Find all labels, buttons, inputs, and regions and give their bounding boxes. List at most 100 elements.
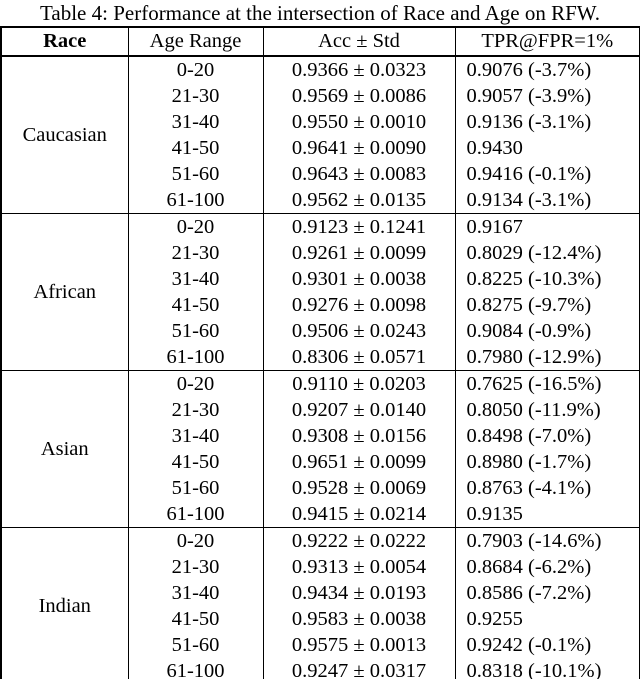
race-label-african: African (1, 213, 128, 371)
table-row: Asian 0-20 0.9110 ± 0.0203 0.7625 (-16.5… (1, 370, 640, 528)
age-range-cell: 61-100 (127, 501, 263, 528)
acc-std-cell: 0.9261 ± 0.0099 (262, 240, 455, 266)
acc-std-cell: 0.9641 ± 0.0090 (262, 135, 455, 161)
table-row: 31-40 0.9301 ± 0.0038 0.8225 (-10.3%) (1, 266, 640, 292)
tpr-fpr-cell: 0.9255 (454, 606, 640, 632)
tpr-fpr-cell: 0.8586 (-7.2%) (454, 580, 640, 606)
acc-std-cell: 0.9308 ± 0.0156 (262, 423, 455, 449)
tpr-fpr-cell: 0.9135 (454, 501, 640, 528)
acc-std-cell: 0.9301 ± 0.0038 (262, 266, 455, 292)
age-range-cell: 61-100 (127, 658, 263, 679)
age-range-cell: 31-40 (127, 266, 263, 292)
table-row: 61-100 0.9247 ± 0.0317 0.8318 (-10.1%) (1, 658, 640, 679)
age-range-cell: 21-30 (127, 554, 263, 580)
age-range-cell: 0-20 (127, 213, 263, 240)
acc-std-cell: 0.9207 ± 0.0140 (262, 397, 455, 423)
table-row: 51-60 0.9506 ± 0.0243 0.9084 (-0.9%) (1, 318, 640, 344)
age-range-cell: 21-30 (127, 240, 263, 266)
tpr-fpr-cell: 0.9076 (-3.7%) (454, 55, 640, 83)
col-header-acc-std: Acc ± Std (262, 27, 455, 57)
acc-std-cell: 0.9506 ± 0.0243 (262, 318, 455, 344)
race-label-caucasian: Caucasian (1, 55, 128, 214)
acc-std-cell: 0.9651 ± 0.0099 (262, 449, 455, 475)
acc-std-cell: 0.9110 ± 0.0203 (262, 370, 455, 397)
tpr-fpr-cell: 0.8050 (-11.9%) (454, 397, 640, 423)
tpr-fpr-cell: 0.9242 (-0.1%) (454, 632, 640, 658)
table-row: 41-50 0.9276 ± 0.0098 0.8275 (-9.7%) (1, 292, 640, 318)
col-header-race: Race (1, 27, 128, 57)
table-row: 21-30 0.9207 ± 0.0140 0.8050 (-11.9%) (1, 397, 640, 423)
tpr-fpr-cell: 0.8763 (-4.1%) (454, 475, 640, 501)
age-range-cell: 21-30 (127, 397, 263, 423)
acc-std-cell: 0.9575 ± 0.0013 (262, 632, 455, 658)
col-header-age-range: Age Range (127, 27, 263, 57)
table-row: 51-60 0.9528 ± 0.0069 0.8763 (-4.1%) (1, 475, 640, 501)
age-range-cell: 51-60 (127, 161, 263, 187)
tpr-fpr-cell: 0.9416 (-0.1%) (454, 161, 640, 187)
acc-std-cell: 0.8306 ± 0.0571 (262, 344, 455, 371)
tpr-fpr-cell: 0.8275 (-9.7%) (454, 292, 640, 318)
tpr-fpr-cell: 0.9057 (-3.9%) (454, 83, 640, 109)
table-row: 21-30 0.9569 ± 0.0086 0.9057 (-3.9%) (1, 83, 640, 109)
table-row: 31-40 0.9434 ± 0.0193 0.8586 (-7.2%) (1, 580, 640, 606)
tpr-fpr-cell: 0.7903 (-14.6%) (454, 527, 640, 554)
acc-std-cell: 0.9123 ± 0.1241 (262, 213, 455, 240)
table-row: 21-30 0.9261 ± 0.0099 0.8029 (-12.4%) (1, 240, 640, 266)
tpr-fpr-cell: 0.9430 (454, 135, 640, 161)
age-range-cell: 0-20 (127, 370, 263, 397)
table-row: 41-50 0.9583 ± 0.0038 0.9255 (1, 606, 640, 632)
age-range-cell: 51-60 (127, 318, 263, 344)
acc-std-cell: 0.9569 ± 0.0086 (262, 83, 455, 109)
table-row: Indian 0-20 0.9222 ± 0.0222 0.7903 (-14.… (1, 527, 640, 679)
table-row: 61-100 0.9562 ± 0.0135 0.9134 (-3.1%) (1, 187, 640, 214)
race-label-asian: Asian (1, 370, 128, 528)
age-range-cell: 41-50 (127, 135, 263, 161)
acc-std-cell: 0.9276 ± 0.0098 (262, 292, 455, 318)
age-range-cell: 41-50 (127, 606, 263, 632)
tpr-fpr-cell: 0.8684 (-6.2%) (454, 554, 640, 580)
tpr-fpr-cell: 0.8029 (-12.4%) (454, 240, 640, 266)
table-caption: Table 4: Performance at the intersection… (40, 1, 600, 25)
age-range-cell: 61-100 (127, 344, 263, 371)
acc-std-cell: 0.9583 ± 0.0038 (262, 606, 455, 632)
age-range-cell: 0-20 (127, 55, 263, 83)
col-header-tpr-fpr: TPR@FPR=1% (454, 27, 640, 57)
table-row: 21-30 0.9313 ± 0.0054 0.8684 (-6.2%) (1, 554, 640, 580)
header-row: Race Age Range Acc ± Std TPR@FPR=1% (1, 27, 640, 57)
table-row: 41-50 0.9651 ± 0.0099 0.8980 (-1.7%) (1, 449, 640, 475)
table-row: 51-60 0.9643 ± 0.0083 0.9416 (-0.1%) (1, 161, 640, 187)
results-table: Race Age Range Acc ± Std TPR@FPR=1% Cauc… (0, 26, 640, 679)
tpr-fpr-cell: 0.9136 (-3.1%) (454, 109, 640, 135)
tpr-fpr-cell: 0.8225 (-10.3%) (454, 266, 640, 292)
acc-std-cell: 0.9366 ± 0.0323 (262, 55, 455, 83)
tpr-fpr-cell: 0.9084 (-0.9%) (454, 318, 640, 344)
table-row: 31-40 0.9308 ± 0.0156 0.8498 (-7.0%) (1, 423, 640, 449)
age-range-cell: 31-40 (127, 109, 263, 135)
acc-std-cell: 0.9528 ± 0.0069 (262, 475, 455, 501)
age-range-cell: 41-50 (127, 292, 263, 318)
acc-std-cell: 0.9434 ± 0.0193 (262, 580, 455, 606)
age-range-cell: 51-60 (127, 632, 263, 658)
race-label-indian: Indian (1, 527, 128, 679)
tpr-fpr-cell: 0.9167 (454, 213, 640, 240)
age-range-cell: 31-40 (127, 580, 263, 606)
table-row: 61-100 0.9415 ± 0.0214 0.9135 (1, 501, 640, 528)
acc-std-cell: 0.9562 ± 0.0135 (262, 187, 455, 214)
acc-std-cell: 0.9415 ± 0.0214 (262, 501, 455, 528)
acc-std-cell: 0.9222 ± 0.0222 (262, 527, 455, 554)
acc-std-cell: 0.9550 ± 0.0010 (262, 109, 455, 135)
tpr-fpr-cell: 0.8498 (-7.0%) (454, 423, 640, 449)
age-range-cell: 0-20 (127, 527, 263, 554)
table-row: 41-50 0.9641 ± 0.0090 0.9430 (1, 135, 640, 161)
tpr-fpr-cell: 0.7980 (-12.9%) (454, 344, 640, 371)
table-row: Caucasian 0-20 0.9366 ± 0.0323 0.9076 (-… (1, 55, 640, 214)
acc-std-cell: 0.9313 ± 0.0054 (262, 554, 455, 580)
tpr-fpr-cell: 0.8980 (-1.7%) (454, 449, 640, 475)
tpr-fpr-cell: 0.8318 (-10.1%) (454, 658, 640, 679)
age-range-cell: 21-30 (127, 83, 263, 109)
age-range-cell: 61-100 (127, 187, 263, 214)
acc-std-cell: 0.9247 ± 0.0317 (262, 658, 455, 679)
tpr-fpr-cell: 0.9134 (-3.1%) (454, 187, 640, 214)
age-range-cell: 41-50 (127, 449, 263, 475)
